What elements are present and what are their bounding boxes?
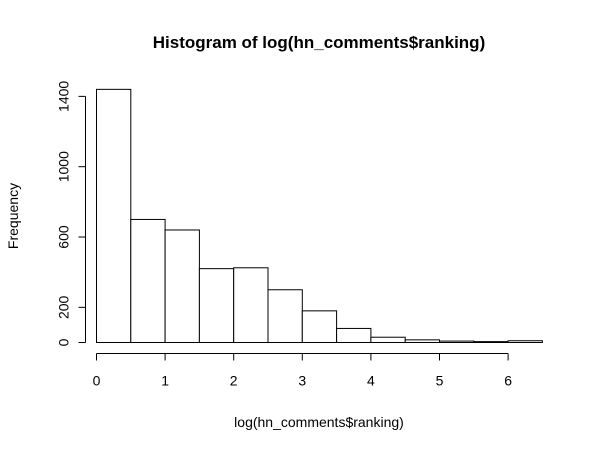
histogram-bar-2 [164,229,200,344]
bars-group [96,88,543,344]
histogram-bar-8 [370,336,406,344]
y-tick-label-3: 1000 [56,151,72,182]
x-tick-label-6: 6 [504,373,512,389]
histogram-bar-0 [96,88,132,343]
x-tick-label-2: 2 [230,373,238,389]
histogram-bar-4 [233,267,269,343]
x-tick-label-5: 5 [436,373,444,389]
x-tick-label-3: 3 [298,373,306,389]
histogram-bar-7 [336,327,372,344]
histogram-bar-5 [267,289,303,344]
x-tick-label-4: 4 [367,373,375,389]
histogram-bar-3 [198,268,235,343]
histogram-bar-10 [439,340,475,343]
y-tick-label-2: 600 [56,225,72,249]
histogram-bar-1 [130,218,166,343]
y-axis-label: Frequency [5,183,21,249]
histogram-bar-11 [473,341,509,344]
x-axis: 0 1 2 3 4 5 6 [93,353,512,389]
y-tick-label-0: 0 [56,338,72,346]
chart-title: Histogram of log(hn_comments$ranking) [153,33,485,52]
histogram-bar-12 [507,340,543,344]
x-tick-label-0: 0 [93,373,101,389]
histogram-bar-6 [301,310,338,343]
histogram-bar-9 [404,339,441,344]
y-tick-label-1: 200 [56,295,72,319]
y-tick-label-4: 1400 [56,81,72,112]
x-axis-label: log(hn_comments$ranking) [234,414,404,430]
y-axis: 0 200 600 1000 1400 [56,81,86,346]
x-tick-label-1: 1 [161,373,169,389]
